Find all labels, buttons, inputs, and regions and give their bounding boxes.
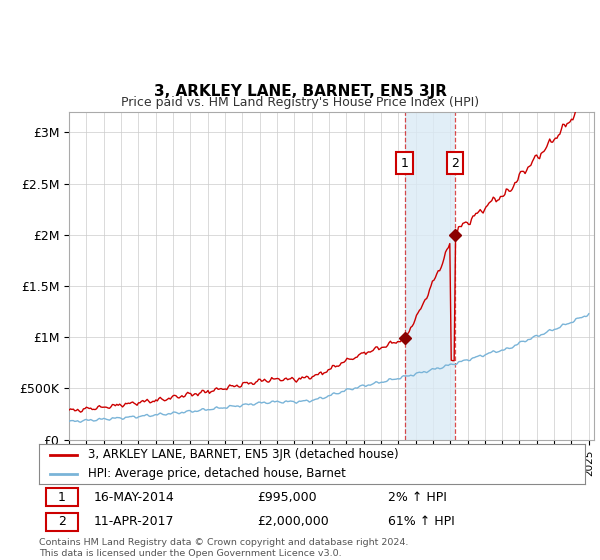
- Text: 11-APR-2017: 11-APR-2017: [94, 516, 174, 529]
- Text: Price paid vs. HM Land Registry's House Price Index (HPI): Price paid vs. HM Land Registry's House …: [121, 96, 479, 109]
- Text: 16-MAY-2014: 16-MAY-2014: [94, 491, 175, 504]
- Text: HPI: Average price, detached house, Barnet: HPI: Average price, detached house, Barn…: [88, 467, 346, 480]
- Text: 61% ↑ HPI: 61% ↑ HPI: [388, 516, 455, 529]
- Text: 2: 2: [58, 516, 66, 529]
- Text: £2,000,000: £2,000,000: [257, 516, 329, 529]
- FancyBboxPatch shape: [46, 488, 79, 506]
- Text: 3, ARKLEY LANE, BARNET, EN5 3JR (detached house): 3, ARKLEY LANE, BARNET, EN5 3JR (detache…: [88, 449, 399, 461]
- FancyBboxPatch shape: [46, 513, 79, 531]
- Text: 2% ↑ HPI: 2% ↑ HPI: [388, 491, 448, 504]
- Text: 3, ARKLEY LANE, BARNET, EN5 3JR: 3, ARKLEY LANE, BARNET, EN5 3JR: [154, 84, 446, 99]
- Text: 1: 1: [401, 157, 409, 170]
- Text: Contains HM Land Registry data © Crown copyright and database right 2024.
This d: Contains HM Land Registry data © Crown c…: [39, 538, 409, 558]
- Text: £995,000: £995,000: [257, 491, 317, 504]
- Bar: [404, 112, 455, 440]
- Text: 2: 2: [451, 157, 459, 170]
- Text: 1: 1: [58, 491, 66, 504]
